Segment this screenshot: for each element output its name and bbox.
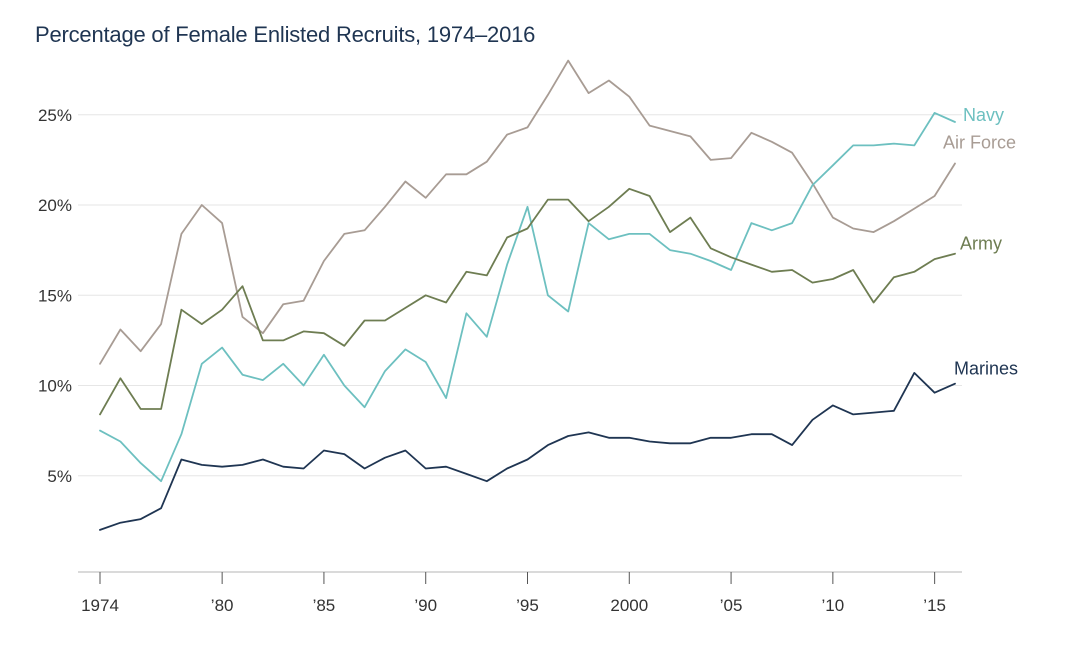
series-label-army: Army <box>960 234 1002 254</box>
y-tick-label: 25% <box>38 106 72 125</box>
x-tick-label: ’10 <box>822 596 845 615</box>
series-label-air-force: Air Force <box>943 132 1016 152</box>
x-axis-ticks: 1974 ’80 ’85 ’90 ’95 2000 ’05 ’10 ’15 <box>81 572 946 615</box>
y-tick-label: 10% <box>38 377 72 396</box>
x-tick-label: ’85 <box>313 596 336 615</box>
x-tick-label: ’95 <box>516 596 539 615</box>
series-line-navy <box>99 112 956 483</box>
series-lines <box>99 59 956 531</box>
x-tick-label: ’05 <box>720 596 743 615</box>
y-tick-label: 15% <box>38 286 72 305</box>
series-label-marines: Marines <box>954 359 1018 379</box>
x-tick-label: 2000 <box>610 596 648 615</box>
y-tick-label: 20% <box>38 196 72 215</box>
series-line-marines <box>99 371 956 531</box>
x-tick-label: 1974 <box>81 596 119 615</box>
y-tick-label: 5% <box>47 467 72 486</box>
grid-lines <box>78 114 962 573</box>
x-tick-label: ’15 <box>923 596 946 615</box>
x-tick-label: ’90 <box>414 596 437 615</box>
series-line-army <box>99 187 956 416</box>
x-tick-label: ’80 <box>211 596 234 615</box>
series-label-navy: Navy <box>963 105 1004 125</box>
chart-title: Percentage of Female Enlisted Recruits, … <box>35 22 536 47</box>
y-axis-ticks: 5% 10% 15% 20% 25% <box>38 106 72 486</box>
series-line-air-force <box>99 59 956 365</box>
series-labels: Air Force Navy Army Marines <box>943 105 1018 379</box>
